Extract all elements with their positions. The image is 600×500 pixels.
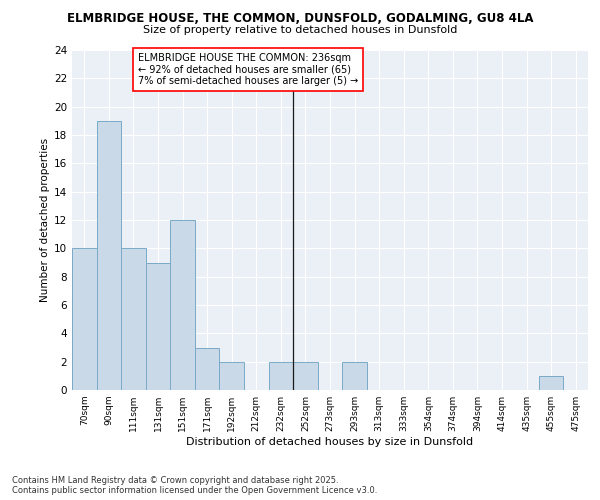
Bar bbox=[220, 362, 244, 390]
Text: ELMBRIDGE HOUSE THE COMMON: 236sqm
← 92% of detached houses are smaller (65)
7% : ELMBRIDGE HOUSE THE COMMON: 236sqm ← 92%… bbox=[139, 53, 359, 86]
X-axis label: Distribution of detached houses by size in Dunsfold: Distribution of detached houses by size … bbox=[187, 437, 473, 447]
Bar bbox=[170, 220, 195, 390]
Bar bbox=[146, 262, 170, 390]
Bar bbox=[342, 362, 367, 390]
Bar bbox=[195, 348, 220, 390]
Text: Contains HM Land Registry data © Crown copyright and database right 2025.
Contai: Contains HM Land Registry data © Crown c… bbox=[12, 476, 377, 495]
Bar bbox=[293, 362, 318, 390]
Bar bbox=[539, 376, 563, 390]
Y-axis label: Number of detached properties: Number of detached properties bbox=[40, 138, 50, 302]
Bar bbox=[72, 248, 97, 390]
Bar bbox=[121, 248, 146, 390]
Bar bbox=[97, 121, 121, 390]
Bar bbox=[269, 362, 293, 390]
Text: Size of property relative to detached houses in Dunsfold: Size of property relative to detached ho… bbox=[143, 25, 457, 35]
Text: ELMBRIDGE HOUSE, THE COMMON, DUNSFOLD, GODALMING, GU8 4LA: ELMBRIDGE HOUSE, THE COMMON, DUNSFOLD, G… bbox=[67, 12, 533, 26]
